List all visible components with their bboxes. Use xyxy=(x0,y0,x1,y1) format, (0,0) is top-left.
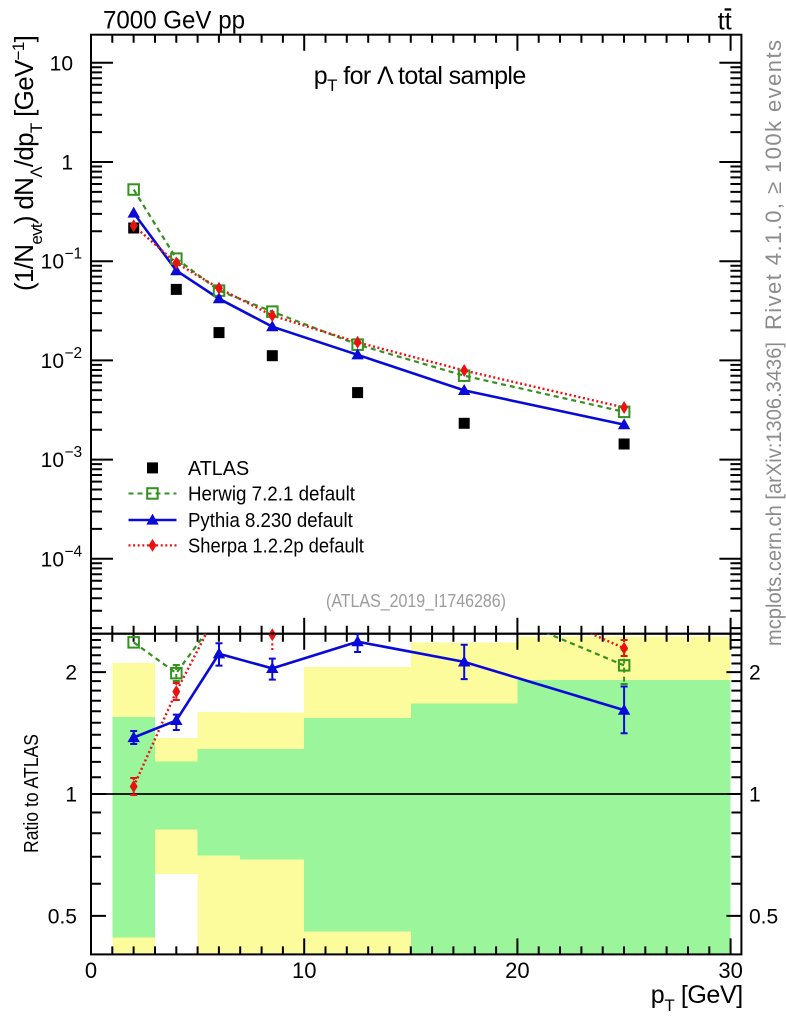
svg-text:Rivet 4.1.0, ≥ 100k events: Rivet 4.1.0, ≥ 100k events xyxy=(761,40,786,330)
svg-text:2: 2 xyxy=(65,662,77,685)
svg-text:ATLAS: ATLAS xyxy=(188,458,249,480)
svg-text:Sherpa 1.2.2p default: Sherpa 1.2.2p default xyxy=(188,535,364,557)
svg-text:10: 10 xyxy=(50,52,73,75)
svg-text:10: 10 xyxy=(41,449,64,472)
svg-text:−4: −4 xyxy=(65,543,83,560)
svg-text:−2: −2 xyxy=(65,345,83,362)
svg-text:1: 1 xyxy=(61,152,73,175)
svg-text:tt: tt xyxy=(718,7,732,35)
svg-text:−1: −1 xyxy=(65,246,83,263)
svg-text:10: 10 xyxy=(292,958,316,983)
svg-text:Pythia 8.230 default: Pythia 8.230 default xyxy=(188,510,353,532)
svg-text:(ATLAS_2019_I1746286): (ATLAS_2019_I1746286) xyxy=(326,591,506,612)
svg-text:mcplots.cern.ch [arXiv:1306.34: mcplots.cern.ch [arXiv:1306.3436] xyxy=(762,342,786,646)
svg-text:0: 0 xyxy=(85,958,97,983)
svg-text:pT for Λ total sample: pT for Λ total sample xyxy=(314,62,526,95)
svg-text:0.5: 0.5 xyxy=(749,905,778,928)
svg-text:Ratio to ATLAS: Ratio to ATLAS xyxy=(21,734,43,853)
svg-text:20: 20 xyxy=(505,958,529,983)
svg-text:10: 10 xyxy=(41,350,64,373)
svg-text:1: 1 xyxy=(65,784,77,807)
svg-text:2: 2 xyxy=(749,662,761,685)
svg-text:Herwig 7.2.1 default: Herwig 7.2.1 default xyxy=(188,484,355,506)
svg-text:30: 30 xyxy=(718,958,742,983)
svg-text:0.5: 0.5 xyxy=(48,905,77,928)
svg-text:7000 GeV pp: 7000 GeV pp xyxy=(103,7,245,35)
svg-text:−3: −3 xyxy=(65,444,83,461)
svg-text:1: 1 xyxy=(749,784,761,807)
svg-text:10: 10 xyxy=(41,548,64,571)
svg-text:10: 10 xyxy=(41,251,64,274)
